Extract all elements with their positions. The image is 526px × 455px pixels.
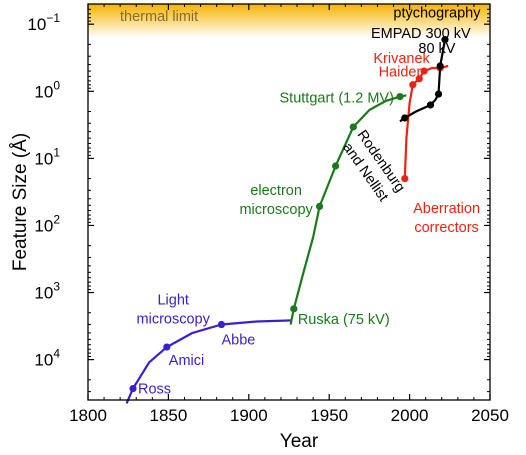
plot-frame xyxy=(87,3,491,401)
y-tick-exponent: 0 xyxy=(53,78,60,92)
x-tick-label: 1950 xyxy=(310,406,348,425)
annotation-haider: Haider xyxy=(379,64,422,80)
data-point-aberration xyxy=(415,75,423,83)
annotation-line: Aberration xyxy=(413,201,480,217)
data-point-light xyxy=(163,343,171,351)
thermal-limit-label: thermal limit xyxy=(120,9,198,25)
point-label: Ruska (75 kV) xyxy=(298,312,390,328)
data-point-ptychography xyxy=(434,90,443,98)
annotation-line: Light xyxy=(157,292,188,308)
data-point-electron xyxy=(332,162,340,170)
annotation-line: microscopy xyxy=(137,311,211,327)
y-tick-exponent: 1 xyxy=(53,145,60,159)
y-tick-label: 102 xyxy=(34,212,60,235)
point-label: Ross xyxy=(138,382,171,398)
data-point-aberration xyxy=(409,81,417,89)
y-tick-label: 10−1 xyxy=(27,11,60,34)
x-tick-label: 2000 xyxy=(391,406,429,425)
annotation-line: Krivanek xyxy=(373,51,430,67)
y-tick-label: 104 xyxy=(34,347,60,370)
annotation-krivanek: Krivanek xyxy=(373,51,430,67)
data-point-ptychography xyxy=(401,114,409,122)
data-point-ptychography xyxy=(441,36,449,44)
series-line-light xyxy=(125,319,293,404)
annotation-80kv: 80 kV xyxy=(418,41,455,57)
annotation-empad: EMPAD 300 kV xyxy=(371,26,471,42)
x-tick-label: 2050 xyxy=(471,406,509,425)
y-tick-label: 101 xyxy=(34,145,60,168)
data-point-light xyxy=(129,384,137,393)
y-tick-exponent: −1 xyxy=(46,11,60,25)
annotation-line: Haider xyxy=(379,64,422,80)
y-tick-exponent: 4 xyxy=(53,347,60,361)
annotation-line: ptychography xyxy=(393,6,481,22)
annotation-line: EMPAD 300 kV xyxy=(371,26,471,42)
y-tick-label: 100 xyxy=(34,78,60,101)
thermal-limit-band xyxy=(88,4,490,37)
point-label: Stuttgart (1.2 MV) xyxy=(280,91,394,107)
y-axis-title: Feature Size (Å) xyxy=(10,133,31,271)
annotation-electron-microscopy: electron microscopy xyxy=(239,183,313,218)
data-point-electron xyxy=(315,202,324,210)
annotation-line: 80 kV xyxy=(418,41,455,57)
point-label: Amici xyxy=(169,353,204,369)
y-tick-exponent: 3 xyxy=(53,280,60,294)
y-tick-label: 103 xyxy=(34,280,60,303)
annotation-ptychography: ptychography xyxy=(393,6,481,22)
y-tick-exponent: 2 xyxy=(53,212,60,226)
data-point-aberration xyxy=(420,67,428,75)
x-tick-label: 1800 xyxy=(69,406,107,425)
data-point-light xyxy=(217,320,226,329)
data-point-aberration xyxy=(401,174,409,183)
series-line-aberration xyxy=(402,64,449,182)
data-point-electron xyxy=(349,123,357,131)
annotation-aberration-correctors: Aberration correctors xyxy=(413,201,480,236)
data-point-electron xyxy=(396,92,404,101)
x-tick-label: 1850 xyxy=(149,406,187,425)
data-point-electron xyxy=(290,305,298,313)
annotation-line: correctors xyxy=(414,220,478,236)
annotation-line: microscopy xyxy=(239,202,313,218)
data-point-ptychography xyxy=(436,62,444,70)
point-label: Abbe xyxy=(221,333,255,349)
annotation-light-microscopy: Light microscopy xyxy=(137,292,211,327)
data-point-ptychography xyxy=(426,101,435,109)
annotation-line: electron xyxy=(250,183,302,199)
x-axis-title: Year xyxy=(280,431,319,452)
x-tick-label: 1900 xyxy=(230,406,268,425)
